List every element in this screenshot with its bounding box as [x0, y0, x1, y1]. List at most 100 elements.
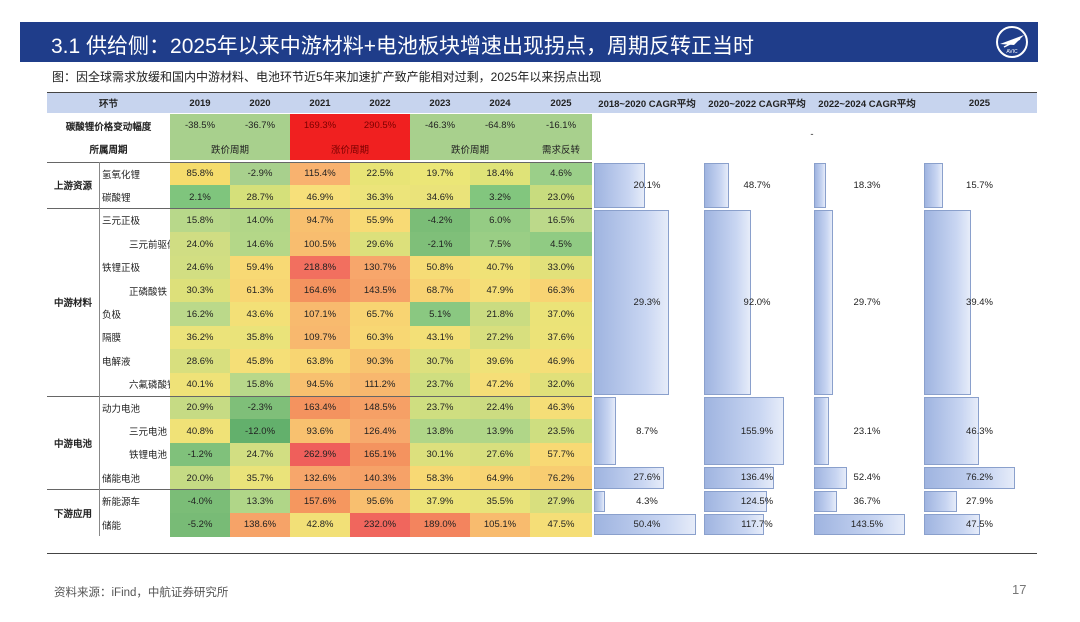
value-cell: 60.3%	[350, 325, 410, 350]
value-cell: -5.2%	[170, 513, 230, 537]
value-cell: 157.6%	[290, 489, 350, 514]
cagr-value: 136.4%	[740, 472, 774, 484]
group-label: 上游资源	[53, 181, 92, 193]
cycle-phase-cell: 跌价周期	[410, 137, 530, 160]
value-cell: 13.9%	[470, 419, 530, 444]
value-cell: 28.6%	[170, 349, 230, 374]
row-label: 三元电池	[129, 427, 168, 439]
row-label: 六氟磷酸锂	[129, 380, 177, 392]
value-cell: 66.3%	[530, 279, 592, 303]
value-cell: 30.1%	[410, 442, 470, 467]
cagr-bar	[704, 467, 774, 489]
value-cell: 57.7%	[530, 442, 592, 467]
value-cell: 95.6%	[350, 489, 410, 514]
value-cell: -2.9%	[230, 162, 290, 186]
value-cell: 65.7%	[350, 302, 410, 327]
value-cell: 23.7%	[410, 396, 470, 420]
value-cell: 34.6%	[410, 185, 470, 210]
cagr-value: 29.3%	[633, 296, 661, 308]
value-cell: 27.9%	[530, 489, 592, 514]
value-cell: -1.2%	[170, 442, 230, 467]
value-cell: -4.2%	[410, 208, 470, 233]
value-cell: 94.5%	[290, 372, 350, 397]
price-change-cell: -36.7%	[230, 114, 290, 137]
cagr-bar	[814, 467, 847, 489]
value-cell: 32.0%	[530, 372, 592, 397]
table-bottom-border	[47, 553, 1037, 554]
cagr-value: 46.3%	[966, 425, 993, 437]
cagr-value: 47.5%	[966, 519, 993, 531]
page-number: 17	[1012, 582, 1027, 597]
value-cell: 14.0%	[230, 208, 290, 233]
value-cell: 46.3%	[530, 396, 592, 420]
cagr-value: 52.4%	[853, 472, 881, 484]
value-cell: 107.1%	[290, 302, 350, 327]
cagr-bar	[594, 467, 664, 489]
value-cell: 64.9%	[470, 466, 530, 491]
cagr-bar	[814, 397, 829, 466]
price-change-cell: -64.8%	[470, 114, 530, 137]
cagr-value: 143.5%	[850, 519, 884, 531]
row-label: 氢氧化锂	[102, 169, 141, 181]
cagr-value: 23.1%	[853, 425, 881, 437]
value-cell: 23.5%	[530, 419, 592, 444]
value-cell: 37.9%	[410, 489, 470, 514]
value-cell: 55.9%	[350, 208, 410, 233]
value-cell: 76.2%	[530, 466, 592, 491]
value-cell: 130.7%	[350, 255, 410, 280]
cagr-value: 27.6%	[633, 472, 661, 484]
value-cell: 43.6%	[230, 302, 290, 327]
value-cell: 35.7%	[230, 466, 290, 491]
value-cell: 24.0%	[170, 232, 230, 257]
value-cell: 21.8%	[470, 302, 530, 327]
value-cell: -12.0%	[230, 419, 290, 444]
value-cell: 18.4%	[470, 162, 530, 186]
row-label: 三元前驱体	[129, 239, 177, 251]
value-cell: 111.2%	[350, 372, 410, 397]
figure-caption: 图：因全球需求放缓和国内中游材料、电池环节近5年来加速扩产致产能相对过剩，202…	[52, 70, 602, 84]
cagr-value: 117.7%	[741, 519, 773, 531]
value-cell: 37.0%	[530, 302, 592, 327]
group-separator	[47, 161, 592, 163]
value-cell: 23.7%	[410, 372, 470, 397]
cagr-value: 36.7%	[853, 495, 881, 507]
value-cell: 115.4%	[290, 162, 350, 186]
cagr-value: 50.4%	[633, 519, 661, 531]
value-cell: 105.1%	[470, 513, 530, 537]
title-bar: 3.1 供给侧：2025年以来中游材料+电池板块增速出现拐点，周期反转正当时 A…	[20, 22, 1038, 62]
value-cell: 22.4%	[470, 396, 530, 420]
value-cell: 100.5%	[290, 232, 350, 257]
value-cell: 37.6%	[530, 325, 592, 350]
row-label: 隔膜	[102, 333, 122, 345]
cagr-bar	[924, 209, 971, 395]
value-cell: 63.8%	[290, 349, 350, 374]
value-cell: 61.3%	[230, 279, 290, 303]
row-label-price: 碳酸锂价格变动幅度	[65, 121, 152, 133]
table-top-border	[47, 92, 1037, 93]
cagr-bar	[594, 397, 616, 466]
group-label: 中游材料	[53, 298, 92, 310]
value-cell: 23.0%	[530, 185, 592, 210]
cagr-bar	[814, 163, 826, 208]
value-cell: 45.8%	[230, 349, 290, 374]
price-change-cell: -16.1%	[530, 114, 592, 137]
column-header: 环节	[47, 93, 170, 113]
price-change-cell: -46.3%	[410, 114, 470, 137]
value-cell: 35.5%	[470, 489, 530, 514]
value-cell: 20.9%	[170, 396, 230, 420]
value-cell: 35.8%	[230, 325, 290, 350]
dash-mark: -	[810, 128, 814, 140]
row-label: 碳酸锂	[102, 193, 131, 205]
value-cell: 189.0%	[410, 513, 470, 537]
value-cell: 33.0%	[530, 255, 592, 280]
value-cell: 16.5%	[530, 208, 592, 233]
value-cell: 143.5%	[350, 279, 410, 303]
cagr-bar	[924, 397, 979, 466]
cycle-phase-cell: 需求反转	[530, 137, 592, 160]
value-cell: 262.9%	[290, 442, 350, 467]
cagr-value: 8.7%	[636, 425, 658, 437]
row-label: 新能源车	[102, 497, 141, 509]
value-cell: 36.2%	[170, 325, 230, 350]
value-cell: 13.8%	[410, 419, 470, 444]
value-cell: 59.4%	[230, 255, 290, 280]
